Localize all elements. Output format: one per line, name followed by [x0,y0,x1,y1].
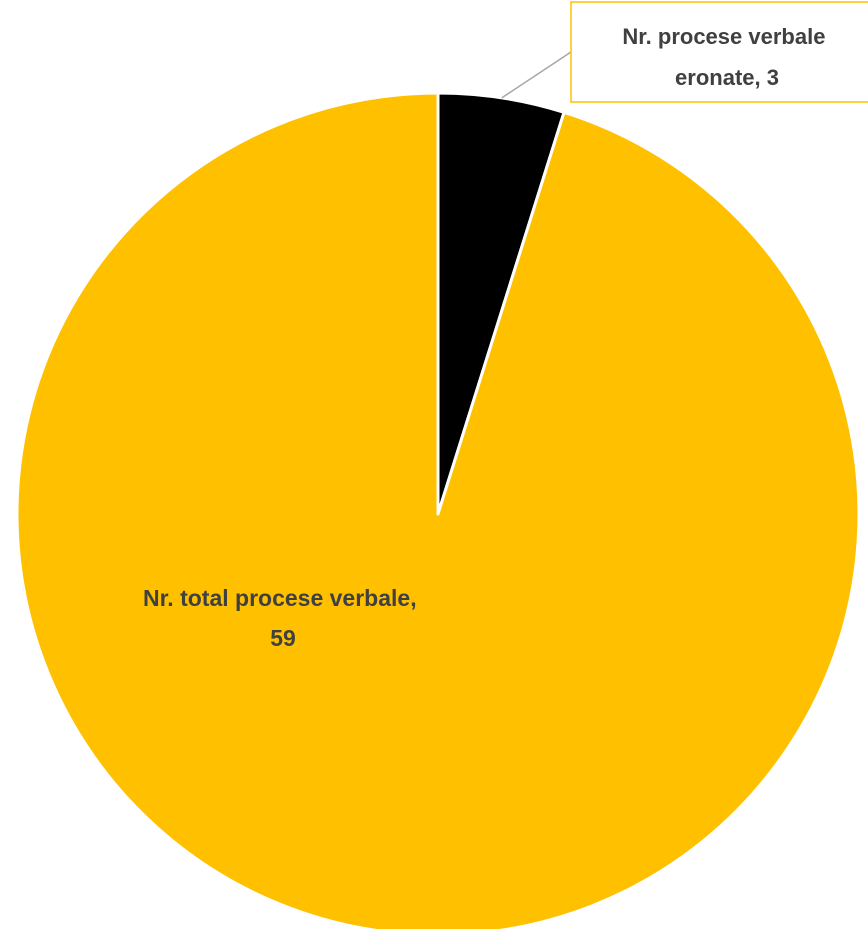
callout-group: Nr. procese verbale eronate, 3 [501,1,868,103]
data-label-eronate: Nr. procese verbale eronate, 3 [622,24,831,90]
data-label-total-line-1: Nr. total procese verbale, [143,585,417,611]
pie-slice-total [15,91,861,929]
callout-box [570,1,868,103]
data-label-total: Nr. total procese verbale, 59 [143,585,423,651]
data-label-total-line-2: 59 [270,625,296,651]
leader-line [501,51,572,99]
data-label-eronate-line-2: eronate, 3 [675,65,779,90]
data-label-eronate-line-1: Nr. procese verbale [622,24,825,49]
pie-slices [15,91,861,929]
